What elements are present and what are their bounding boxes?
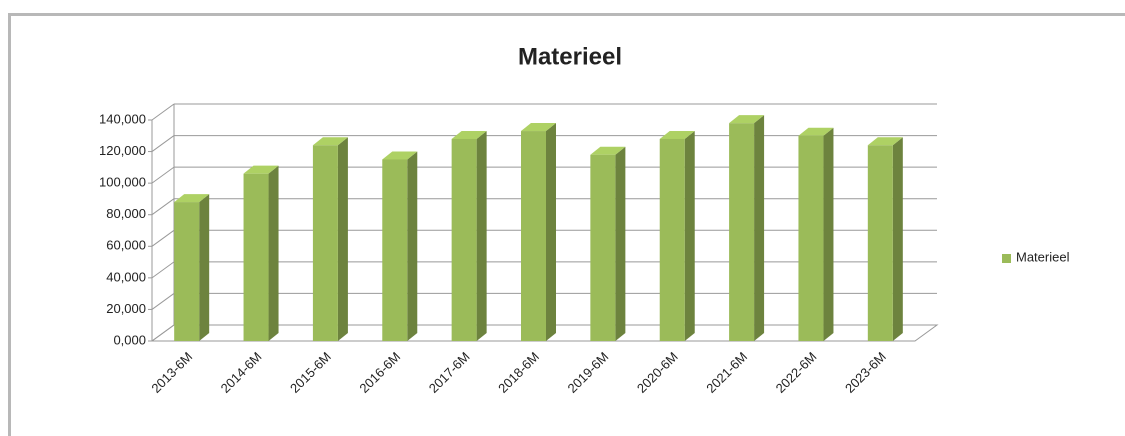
bar-side	[546, 123, 556, 341]
grid-line-side	[151, 229, 175, 247]
y-tick-label: 60,000	[106, 238, 146, 253]
y-tick-label: 0,000	[113, 332, 146, 347]
bar-top	[174, 194, 210, 203]
bar-top	[729, 115, 765, 124]
bar	[659, 138, 685, 341]
bar-top	[590, 146, 626, 155]
legend-label: Materieel	[1016, 249, 1070, 264]
bar-side	[407, 151, 418, 341]
bar-side	[268, 165, 279, 341]
grid-line-side	[151, 135, 175, 152]
bar	[451, 138, 477, 341]
x-tick-label: 2018-6M	[495, 349, 542, 396]
bar-side	[476, 130, 487, 341]
x-tick-label: 2023-6M	[842, 349, 889, 396]
bar	[243, 173, 269, 341]
bar	[382, 159, 408, 341]
y-tick-label: 80,000	[106, 206, 146, 221]
y-tick-label: 100,000	[99, 175, 146, 190]
bar	[174, 202, 200, 341]
y-tick-label: 40,000	[106, 269, 146, 284]
x-tick-label: 2013-6M	[148, 349, 195, 396]
bar	[867, 145, 893, 341]
bar-side	[615, 146, 626, 341]
bar-top	[451, 130, 487, 139]
grid-line-side	[151, 261, 175, 279]
bar	[729, 123, 755, 342]
chart-title: Materieel	[518, 43, 622, 70]
x-tick-label: 2014-6M	[218, 349, 265, 396]
bar-top	[382, 151, 418, 160]
grid-line-side	[151, 324, 175, 342]
bar-top	[312, 137, 348, 146]
x-tick-label: 2020-6M	[634, 349, 681, 396]
bar-top	[243, 165, 279, 174]
grid-line-side	[151, 166, 175, 184]
bar-top	[521, 123, 556, 132]
grid-line-side	[151, 293, 175, 310]
bar-top	[798, 127, 834, 136]
bar-side	[684, 130, 695, 341]
legend-swatch	[1002, 254, 1011, 263]
chart-frame	[8, 13, 1125, 436]
bar-side	[754, 115, 765, 342]
bar-side	[823, 127, 834, 342]
bar	[312, 145, 338, 341]
x-tick-label: 2017-6M	[426, 349, 473, 396]
x-tick-label: 2015-6M	[287, 349, 334, 396]
bar	[798, 135, 824, 341]
bar-side	[199, 194, 210, 341]
y-tick-label: 120,000	[99, 143, 146, 158]
x-tick-label: 2019-6M	[565, 349, 612, 396]
bar-top	[867, 137, 903, 146]
bar-top	[659, 130, 695, 139]
x-tick-label: 2021-6M	[703, 349, 750, 396]
x-tick-label: 2022-6M	[773, 349, 820, 396]
grid-line-side	[151, 103, 175, 121]
grid-line-side	[151, 198, 175, 216]
y-tick-label: 140,000	[99, 111, 146, 126]
x-tick-label: 2016-6M	[356, 349, 403, 396]
bar	[521, 131, 546, 341]
bar-side	[337, 137, 348, 341]
bar-side	[892, 137, 903, 341]
y-tick-label: 20,000	[106, 301, 146, 316]
bar	[590, 154, 616, 341]
